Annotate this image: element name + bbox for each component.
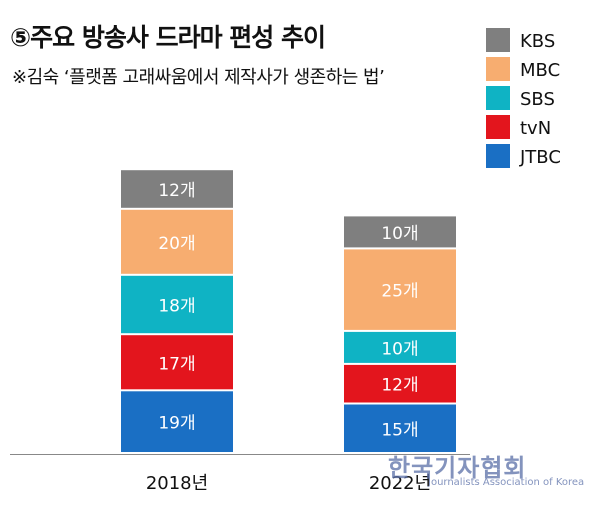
data-label-kbs-0: 12개 [158, 181, 195, 201]
bar-segment-tvn-0 [121, 335, 233, 390]
data-label-kbs-1: 10개 [381, 224, 418, 244]
data-label-mbc-0: 20개 [158, 234, 195, 254]
bar-segment-kbs-1 [344, 216, 456, 248]
legend-swatch-tvn [486, 115, 510, 139]
watermark-main: 한국기자협회 [388, 454, 527, 482]
bar-segment-tvn-1 [344, 364, 456, 403]
bar-segment-sbs-0 [121, 275, 233, 334]
data-label-tvn-1: 12개 [381, 376, 418, 396]
legend-label-jtbc: JTBC [519, 147, 561, 168]
legend-label-tvn: tvN [520, 118, 551, 139]
legend-label-kbs: KBS [520, 31, 555, 52]
data-label-sbs-1: 10개 [381, 339, 418, 359]
data-label-jtbc-1: 15개 [381, 420, 418, 440]
legend-swatch-mbc [486, 57, 510, 81]
legend-label-sbs: SBS [520, 89, 555, 110]
x-tick-label-1: 2022년 [369, 473, 431, 494]
bar-segment-mbc-0 [121, 209, 233, 274]
bar-segment-jtbc-0 [121, 391, 233, 452]
bar-segment-kbs-0 [121, 170, 233, 208]
legend-label-mbc: MBC [520, 60, 560, 81]
chart-title: ⑤주요 방송사 드라마 편성 추이 [10, 23, 326, 52]
x-tick-label-0: 2018년 [146, 473, 208, 494]
data-label-mbc-1: 25개 [381, 282, 418, 302]
legend-swatch-jtbc [486, 144, 510, 168]
bar-segment-sbs-1 [344, 331, 456, 363]
data-label-sbs-0: 18개 [158, 297, 195, 317]
bar-segment-mbc-1 [344, 249, 456, 330]
watermark-sub: Journalists Association of Korea [428, 477, 585, 488]
publisher-watermark: 한국기자협회 Journalists Association of Korea [388, 448, 584, 488]
bar-segment-jtbc-1 [344, 404, 456, 452]
legend-swatch-kbs [486, 28, 510, 52]
legend-swatch-sbs [486, 86, 510, 110]
data-label-tvn-0: 17개 [158, 354, 195, 374]
data-label-jtbc-0: 19개 [158, 414, 195, 434]
chart-subtitle: ※김숙 ‘플랫폼 고래싸움에서 제작사가 생존하는 법’ [12, 67, 385, 88]
